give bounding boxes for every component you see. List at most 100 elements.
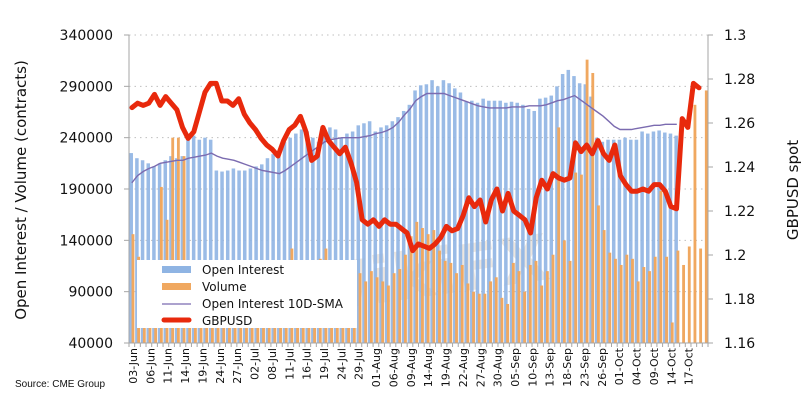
x-tick-label: 06-Aug — [388, 348, 401, 387]
open-interest-bar — [498, 100, 502, 343]
volume-bar — [375, 277, 379, 343]
open-interest-bar — [265, 158, 270, 343]
volume-bar — [409, 236, 413, 343]
volume-bar — [625, 254, 629, 343]
open-interest-bar — [492, 100, 497, 343]
open-interest-bar — [441, 80, 446, 343]
open-interest-bar — [532, 110, 537, 344]
open-interest-bar — [453, 88, 457, 344]
open-interest-bar — [646, 133, 650, 343]
open-interest-bar — [623, 137, 627, 343]
open-interest-bar — [674, 135, 678, 343]
open-interest-bar — [401, 110, 406, 344]
gbpusd-line — [129, 80, 702, 254]
open-interest-bar — [504, 102, 508, 343]
open-interest-bar — [282, 141, 287, 343]
volume-bar — [369, 271, 373, 343]
x-tick-label: 08-Jul — [266, 348, 279, 380]
left-tick-label: 140000 — [60, 233, 113, 249]
open-interest-bar — [475, 102, 480, 343]
x-tick-label: 14-Aug — [422, 348, 435, 387]
right-tick-label: 1.16 — [724, 336, 755, 352]
legend-item-open-interest: Open Interest — [162, 263, 284, 277]
right-tick-label: 1.22 — [724, 204, 755, 220]
volume-bar — [381, 281, 385, 343]
x-tick-label: 23-Sep — [579, 348, 592, 387]
left-tick-label: 90000 — [68, 285, 113, 301]
left-tick-label: 340000 — [60, 28, 113, 44]
legend-label: Volume — [202, 280, 247, 294]
volume-bar — [528, 264, 532, 343]
open-interest-bar — [220, 171, 224, 343]
volume-bar — [665, 256, 668, 343]
volume-bar — [392, 273, 396, 343]
volume-bar — [386, 285, 390, 343]
open-interest-bar — [345, 133, 349, 343]
open-interest-bar — [651, 131, 656, 343]
open-interest-bar — [277, 152, 281, 343]
volume-bar — [551, 254, 555, 343]
volume-bar — [545, 271, 549, 343]
open-interest-bar — [231, 168, 236, 343]
open-interest-bar — [152, 166, 156, 343]
volume-bar — [540, 285, 544, 343]
x-tick-label: 17-Oct — [683, 347, 696, 385]
volume-bar — [602, 230, 606, 343]
open-interest-bar — [237, 170, 241, 343]
x-tick-label: 14-Oct — [665, 347, 678, 385]
open-interest-bar — [362, 123, 366, 343]
source-note: Source: CME Group — [15, 379, 105, 390]
x-tick-label: 11-Jul — [283, 348, 296, 380]
left-tick-label: 40000 — [68, 336, 113, 352]
open-interest-bar — [350, 131, 355, 343]
volume-bar — [699, 248, 703, 343]
volume-bar — [597, 205, 600, 343]
open-interest-bar — [549, 95, 554, 343]
open-interest-bar — [316, 141, 321, 343]
volume-bar — [631, 258, 634, 343]
volume-bar — [676, 250, 680, 343]
x-tick-label: 27-Jun — [231, 348, 244, 384]
y-axis-label-right: GBPUSD spot — [784, 140, 802, 240]
volume-bar — [670, 322, 674, 343]
open-interest-bar — [135, 158, 139, 343]
open-interest-bar — [242, 170, 247, 343]
volume-bar — [687, 246, 691, 343]
sma-line — [131, 92, 677, 184]
legend-label: GBPUSD — [202, 314, 252, 328]
volume-bar — [523, 291, 527, 343]
volume-bar — [579, 174, 583, 343]
x-tick-label: 05-Sep — [509, 348, 522, 387]
volume-bar — [443, 260, 447, 343]
volume-bar — [398, 269, 402, 343]
volume-bar — [182, 156, 186, 343]
open-interest-bar — [396, 117, 400, 343]
volume-bar — [534, 260, 538, 343]
volume-bar — [517, 271, 521, 343]
volume-bar — [466, 283, 470, 343]
volume-bar — [364, 281, 368, 343]
open-interest-bar — [589, 96, 593, 343]
open-interest-bar — [640, 131, 644, 343]
right-tick-label: 1.26 — [724, 116, 755, 132]
volume-bar — [511, 262, 515, 343]
open-interest-bar — [657, 130, 661, 343]
open-interest-bar — [560, 74, 565, 343]
volume-bar — [404, 254, 407, 343]
volume-bar — [636, 281, 640, 343]
volume-bar — [358, 273, 362, 343]
x-tick-label: 01-Oct — [613, 347, 626, 385]
open-interest-bar — [328, 127, 332, 344]
x-tick-label: 19-Jul — [318, 348, 331, 380]
volume-bar — [693, 104, 697, 344]
volume-bar — [614, 258, 617, 343]
open-interest-bar — [186, 135, 190, 343]
volume-bar — [171, 137, 175, 343]
left-tick-label: 190000 — [60, 182, 113, 198]
volume-bar — [500, 297, 504, 343]
open-interest-bar — [339, 137, 344, 343]
open-interest-bar — [288, 137, 292, 343]
x-tick-label: 09-Aug — [405, 348, 418, 387]
open-interest-bar — [628, 139, 633, 343]
